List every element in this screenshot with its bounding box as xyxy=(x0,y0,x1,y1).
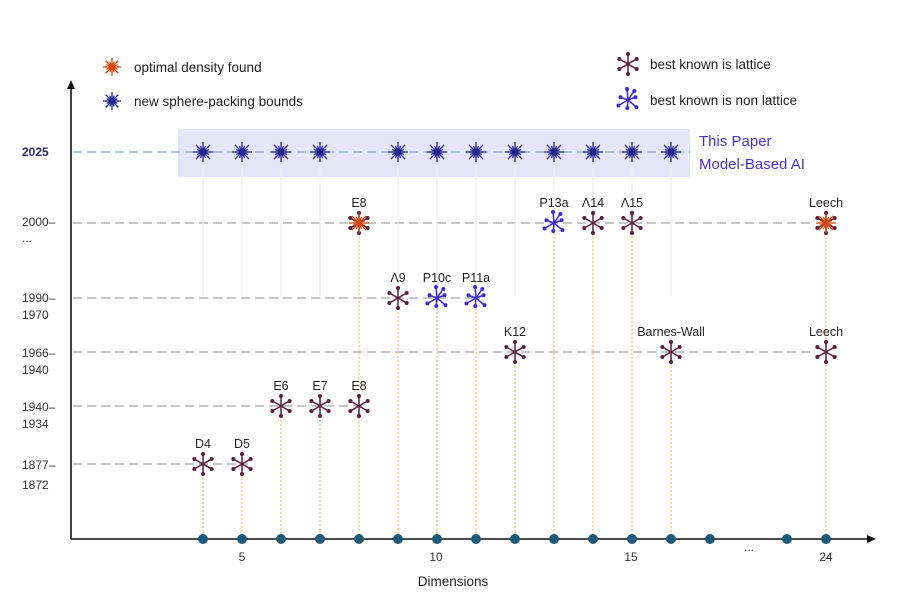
dimension-dot xyxy=(354,534,364,544)
packing-label: Λ14 xyxy=(582,196,604,210)
legend-non-lattice-icon xyxy=(616,87,639,110)
dimension-dot xyxy=(510,534,520,544)
packing-marker-lattice xyxy=(348,394,370,418)
dimension-dot xyxy=(782,534,792,544)
packing-label: D5 xyxy=(234,437,250,451)
new-bound-marker xyxy=(544,142,564,162)
era-label: 1970 xyxy=(22,308,49,322)
packing-label: Λ9 xyxy=(390,271,405,285)
legend-lattice-label: best known is lattice xyxy=(650,57,771,72)
packing-label: E7 xyxy=(312,379,327,393)
packing-labels: 1877– 1872 1940– 1934 1966– 1940 1990– 1970 2000… xyxy=(22,145,843,492)
x-tick-10: 10 xyxy=(429,550,443,564)
era-label: 1877– xyxy=(22,458,56,472)
packing-label: E8 xyxy=(351,379,366,393)
era-gridlines xyxy=(73,151,812,465)
paper-label-line2: Model-Based AI xyxy=(699,156,805,173)
new-bound-marker xyxy=(388,142,408,162)
new-bound-marker xyxy=(232,142,252,162)
dimension-dot xyxy=(393,534,403,544)
packing-marker-optimal xyxy=(815,211,837,235)
packing-marker-lattice xyxy=(660,340,682,364)
new-bound-marker xyxy=(505,142,525,162)
x-axis-arrow xyxy=(867,535,876,543)
packing-marker-optimal xyxy=(348,211,370,235)
packing-markers xyxy=(192,142,837,476)
era-label: 1990– xyxy=(22,291,56,305)
x-tick-5: 5 xyxy=(239,550,246,564)
legend-new-bounds-icon xyxy=(103,92,121,110)
dimension-dot xyxy=(821,534,831,544)
packing-label: E6 xyxy=(273,379,288,393)
era-label: 1940 xyxy=(22,363,49,377)
dimension-dot xyxy=(276,534,286,544)
packing-label: Leech xyxy=(809,196,843,210)
era-label: 1872 xyxy=(22,478,49,492)
x-tick-15: 15 xyxy=(624,550,638,564)
new-bound-marker xyxy=(427,142,447,162)
dimension-dot xyxy=(666,534,676,544)
y-axis-arrow xyxy=(67,80,75,89)
packing-marker-lattice xyxy=(582,211,604,235)
packing-marker-lattice xyxy=(504,340,526,364)
packing-marker-lattice xyxy=(270,394,292,418)
packing-label: Λ15 xyxy=(621,196,643,210)
new-bound-marker xyxy=(271,142,291,162)
new-bound-marker xyxy=(661,142,681,162)
packing-label: D4 xyxy=(195,437,211,451)
dimension-dot xyxy=(198,534,208,544)
packing-marker-non-lattice xyxy=(425,285,448,308)
new-bound-marker xyxy=(310,142,330,162)
era-label: ... xyxy=(22,231,32,245)
packing-marker-non-lattice xyxy=(542,210,565,233)
dimension-dot xyxy=(549,534,559,544)
era-label: 2025 xyxy=(22,145,49,159)
packing-marker-lattice xyxy=(815,340,837,364)
era-label: 1940– xyxy=(22,400,56,414)
packing-marker-lattice xyxy=(192,452,214,476)
packing-label: E8 xyxy=(351,196,366,210)
new-bound-marker xyxy=(583,142,603,162)
new-bound-marker xyxy=(193,142,213,162)
era-label: 2000– xyxy=(22,215,56,229)
packing-marker-lattice xyxy=(621,211,643,235)
packing-label: P11a xyxy=(462,271,490,285)
dimension-dot xyxy=(432,534,442,544)
x-axis-title: Dimensions xyxy=(418,574,489,589)
axes xyxy=(67,80,876,544)
packing-marker-non-lattice xyxy=(464,285,487,308)
packing-marker-lattice xyxy=(309,394,331,418)
legend xyxy=(103,52,639,110)
packing-marker-lattice xyxy=(231,452,253,476)
dimension-dot xyxy=(588,534,598,544)
packing-label: Leech xyxy=(809,325,843,339)
legend-new-bounds-label: new sphere-packing bounds xyxy=(134,94,303,109)
legend-non-lattice-label: best known is non lattice xyxy=(650,93,797,108)
legend-optimal-icon xyxy=(103,58,121,76)
packing-label: K12 xyxy=(504,325,526,339)
dimension-dot xyxy=(237,534,247,544)
x-axis-ellipsis: ... xyxy=(744,540,754,554)
era-label: 1966– xyxy=(22,346,56,360)
packing-label: P10c xyxy=(423,271,452,285)
dimension-dot xyxy=(315,534,325,544)
paper-label-line1: This Paper xyxy=(699,133,772,150)
dimension-dot xyxy=(705,534,715,544)
legend-optimal-label: optimal density found xyxy=(134,60,262,75)
new-bound-marker xyxy=(622,142,642,162)
x-tick-24: 24 xyxy=(819,550,833,564)
dimension-dot xyxy=(627,534,637,544)
packing-label: Barnes-Wall xyxy=(637,325,705,339)
legend-lattice-icon xyxy=(617,52,639,76)
era-label: 1934 xyxy=(22,417,49,431)
dimension-dot xyxy=(471,534,481,544)
new-bound-marker xyxy=(466,142,486,162)
packing-label: P13a xyxy=(539,196,568,210)
packing-marker-lattice xyxy=(387,286,409,310)
